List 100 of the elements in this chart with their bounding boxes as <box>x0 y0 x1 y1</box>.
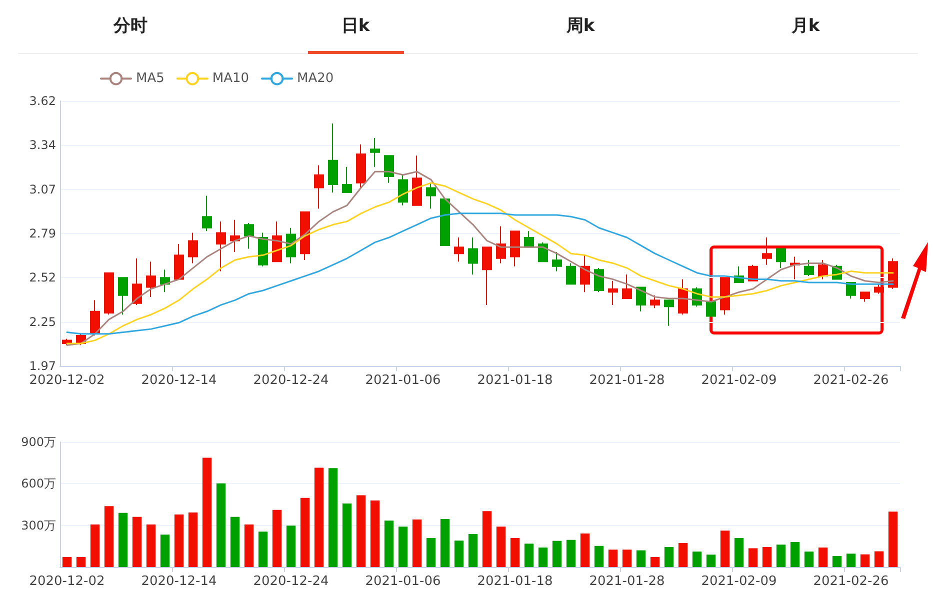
candlestick <box>874 284 884 294</box>
bar <box>370 500 380 567</box>
bar <box>286 526 296 567</box>
x-tick-label: 2021-01-18 <box>477 574 553 589</box>
candlestick <box>454 237 464 262</box>
bar <box>454 540 464 567</box>
candlestick <box>776 248 786 269</box>
candlestick <box>146 261 156 298</box>
candlestick <box>356 144 366 188</box>
text: 日k <box>340 15 371 38</box>
x-tick-label: 2020-12-14 <box>141 373 217 388</box>
candlestick <box>412 155 422 206</box>
candlestick <box>440 198 450 246</box>
bar <box>272 510 282 567</box>
candlestick <box>496 226 506 264</box>
bar <box>216 483 226 567</box>
bar <box>342 504 352 567</box>
x-tick-label: 2021-02-09 <box>701 373 777 388</box>
bar <box>328 468 338 567</box>
x-tick-label: 2020-12-24 <box>253 373 329 388</box>
bar <box>356 495 366 567</box>
candlestick <box>160 269 170 293</box>
x-tick-label: 2021-01-28 <box>589 373 665 388</box>
bar <box>580 534 590 567</box>
bar <box>874 551 884 567</box>
bar <box>426 538 436 567</box>
candlestick <box>174 243 184 280</box>
text: 分时 <box>112 15 148 38</box>
candlestick <box>720 277 730 316</box>
bar <box>888 512 898 567</box>
bar <box>482 511 492 567</box>
y-tick-label: 3.34 <box>29 138 56 152</box>
bar <box>608 550 618 567</box>
x-tick-label: 2021-02-26 <box>813 574 889 589</box>
y-tick-label: 300万 <box>21 518 56 532</box>
candlestick <box>244 222 254 250</box>
candlestick <box>384 155 394 184</box>
candlestick <box>580 254 590 293</box>
candlestick <box>608 280 618 306</box>
candlestick <box>216 220 226 272</box>
y-tick-label: 1.97 <box>29 359 56 373</box>
bar <box>440 518 450 567</box>
text: 周k <box>565 15 596 38</box>
candlestick <box>370 137 380 168</box>
x-tick-label: 2020-12-24 <box>253 574 329 589</box>
bar <box>762 547 772 567</box>
candlestick <box>622 274 632 300</box>
bar <box>398 526 408 567</box>
candlestick <box>482 246 492 306</box>
bar <box>244 524 254 567</box>
bar <box>230 516 240 567</box>
candlestick <box>650 294 660 309</box>
x-tick-label: 2020-12-14 <box>141 574 217 589</box>
bar <box>566 540 576 567</box>
bar <box>790 542 800 567</box>
candlestick <box>594 268 604 293</box>
bar <box>692 552 702 567</box>
y-tick-label: 2.25 <box>29 314 56 329</box>
bar <box>510 538 520 567</box>
candlestick <box>468 237 478 275</box>
y-tick-label: 3.62 <box>29 94 56 108</box>
bar <box>846 554 856 567</box>
y-tick-label: 3.07 <box>29 182 56 196</box>
candlestick <box>552 251 562 272</box>
x-tick-label: 2021-01-06 <box>365 373 441 388</box>
x-tick-label: 2020-12-02 <box>29 574 105 589</box>
x-tick-label: 2021-02-26 <box>813 373 889 388</box>
x-tick-label: 2021-01-18 <box>477 373 553 388</box>
x-tick-label: 2021-02-09 <box>701 574 777 589</box>
bar <box>860 554 870 567</box>
bar <box>650 557 660 567</box>
candlestick <box>804 260 814 277</box>
bar <box>636 550 646 567</box>
bar <box>174 514 184 567</box>
bar <box>468 534 478 567</box>
bar <box>538 548 548 567</box>
bar <box>664 547 674 567</box>
candlestick <box>510 230 520 267</box>
candlestick <box>300 211 310 260</box>
x-tick-label: 2020-12-02 <box>29 373 105 388</box>
y-tick-label: 600万 <box>21 476 56 491</box>
candlestick <box>538 242 548 262</box>
bar <box>146 524 156 567</box>
bar <box>748 548 758 567</box>
legend-label: MA20 <box>297 71 334 86</box>
bar <box>524 544 534 567</box>
bar <box>202 458 212 567</box>
candlestick <box>398 174 408 206</box>
x-tick-label: 2021-01-06 <box>365 574 441 589</box>
candlestick <box>104 272 114 316</box>
bar <box>720 530 730 567</box>
candlestick <box>762 237 772 266</box>
candlestick <box>314 164 324 210</box>
legend-label: MA10 <box>212 71 250 86</box>
legend-label: MA5 <box>136 71 164 86</box>
bar <box>62 557 72 567</box>
bar <box>818 548 828 567</box>
y-tick-label: 2.52 <box>29 270 56 285</box>
candlestick <box>328 122 338 194</box>
bar <box>118 512 128 567</box>
